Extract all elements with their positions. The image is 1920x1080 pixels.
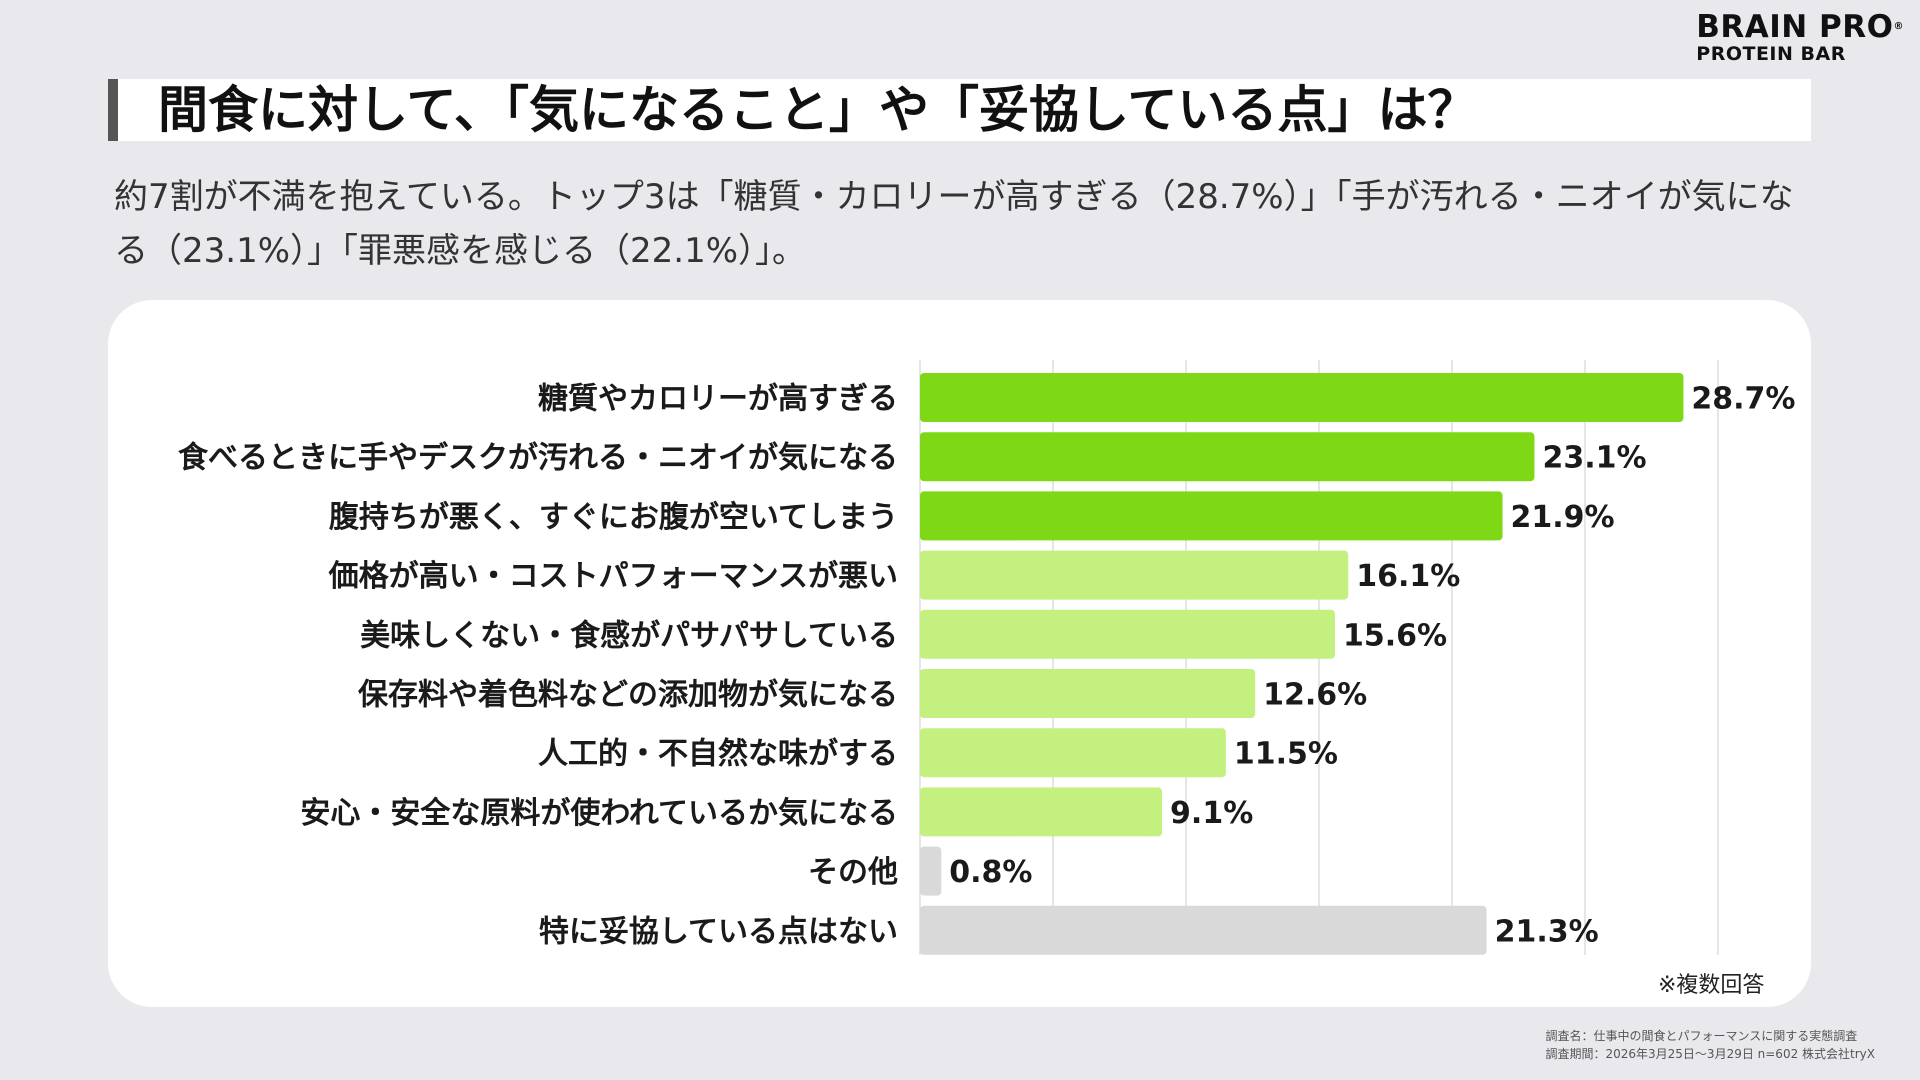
bar bbox=[920, 787, 1163, 837]
chart-card: 糖質やカロリーが高すぎる 28.7% 食べるときに手やデスクが汚れる・ニオイが気にな… bbox=[108, 300, 1811, 1007]
bar bbox=[920, 609, 1335, 659]
bar bbox=[920, 491, 1503, 541]
bar bbox=[920, 846, 942, 896]
category-label: その他 bbox=[808, 855, 898, 890]
brand-name: BRAIN PRO® bbox=[1696, 9, 1904, 45]
data-label: 9.1% bbox=[1170, 796, 1253, 831]
data-label: 23.1% bbox=[1542, 441, 1646, 476]
survey-footer: 調査名：仕事中の間食とパフォーマンスに関する実態調査 調査期間：2026年3月2… bbox=[1545, 1027, 1875, 1063]
survey-name: 調査名：仕事中の間食とパフォーマンスに関する実態調査 bbox=[1545, 1029, 1858, 1043]
data-label: 28.7% bbox=[1691, 382, 1795, 417]
category-label: 腹持ちが悪く、すぐにお腹が空いてしまう bbox=[329, 500, 898, 535]
data-label: 0.8% bbox=[949, 855, 1032, 890]
bar bbox=[920, 432, 1535, 482]
category-label: 糖質やカロリーが高すぎる bbox=[538, 382, 898, 417]
brand-sub: PROTEIN BAR bbox=[1696, 43, 1846, 65]
data-label: 11.5% bbox=[1234, 737, 1338, 772]
bar bbox=[920, 905, 1487, 955]
bar-chart: 糖質やカロリーが高すぎる 28.7% 食べるときに手やデスクが汚れる・ニオイが気にな… bbox=[178, 360, 1795, 955]
title-bar: 間食に対して、「気になること」や「妥協している点」は？ bbox=[108, 79, 1811, 141]
category-label: 保存料や着色料などの添加物が気になる bbox=[358, 678, 898, 713]
data-label: 21.9% bbox=[1511, 500, 1615, 535]
category-label: 食べるときに手やデスクが汚れる・ニオイが気になる bbox=[178, 441, 898, 476]
brand-logo: BRAIN PRO® PROTEIN BAR bbox=[1696, 10, 1904, 64]
category-label: 美味しくない・食感がパサパサしている bbox=[360, 618, 898, 653]
data-label: 15.6% bbox=[1343, 618, 1447, 653]
bar bbox=[920, 550, 1349, 600]
category-label: 安心・安全な原料が使われているか気になる bbox=[300, 796, 898, 831]
page-subtitle: 約7割が不満を抱えている。トップ3は「糖質・カロリーが高すぎる（28.7%）」「… bbox=[114, 177, 1794, 271]
category-label: 特に妥協している点はない bbox=[539, 914, 898, 949]
category-label: 人工的・不自然な味がする bbox=[538, 737, 898, 772]
category-label: 価格が高い・コストパフォーマンスが悪い bbox=[328, 559, 898, 594]
page-title: 間食に対して、「気になること」や「妥協している点」は？ bbox=[158, 81, 1478, 139]
multiple-answer-note: ※複数回答 bbox=[1658, 973, 1765, 998]
bar bbox=[920, 728, 1226, 778]
data-label: 21.3% bbox=[1495, 914, 1599, 949]
bar bbox=[920, 669, 1256, 718]
survey-period: 調査期間：2026年3月25日〜3月29日 n=602 株式会社tryX bbox=[1545, 1047, 1875, 1061]
data-label: 16.1% bbox=[1356, 559, 1460, 594]
data-label: 12.6% bbox=[1263, 678, 1367, 713]
bar bbox=[920, 373, 1684, 422]
